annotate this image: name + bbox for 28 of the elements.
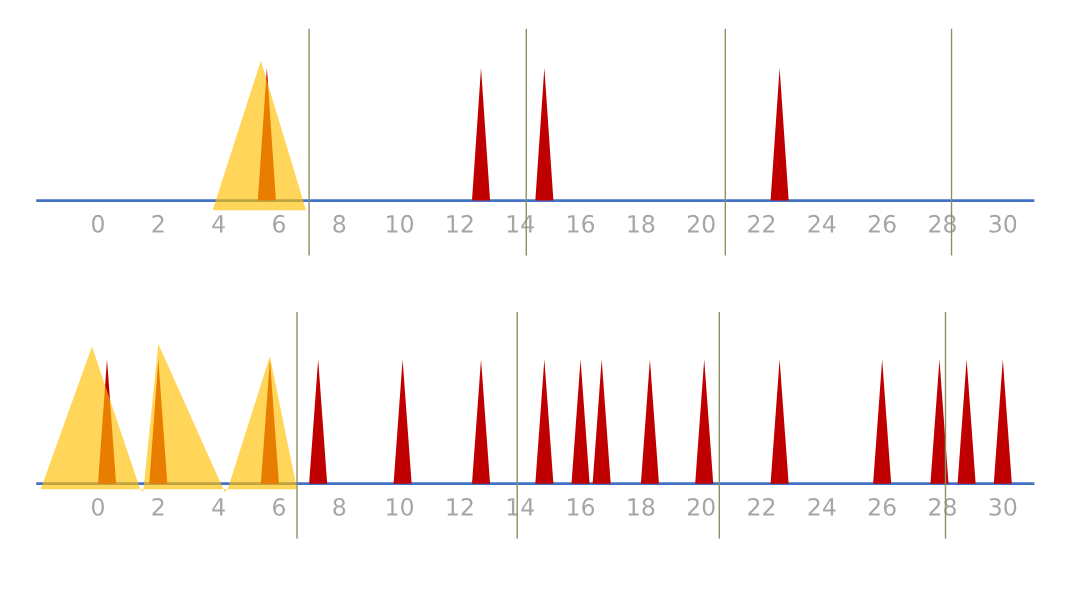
x-tick-label: 6	[273, 214, 285, 233]
x-tick-label: 10	[387, 497, 414, 516]
x-tick-label: 22	[748, 214, 775, 233]
x-tick-label: 12	[447, 497, 473, 516]
x-tick-label: 10	[387, 214, 414, 233]
x-tick-label: 16	[568, 497, 595, 516]
x-tick-label: 18	[628, 497, 655, 516]
x-tick-label: 8	[333, 214, 346, 233]
x-tick-label: 4	[212, 498, 225, 516]
x-tick-label: 0	[92, 214, 104, 233]
x-tick-label: 2	[152, 214, 164, 233]
x-tick-label: 20	[687, 214, 715, 233]
x-tick-label: 2	[152, 497, 164, 516]
x-tick-label: 24	[808, 214, 836, 233]
x-tick-label: 4	[212, 215, 225, 233]
x-tick-label: 12	[447, 214, 473, 233]
x-tick-label: 20	[687, 497, 715, 516]
x-tick-label: 26	[868, 497, 896, 516]
x-tick-label: 8	[333, 497, 346, 516]
x-tick-label: 16	[568, 214, 595, 233]
x-tick-label: 24	[808, 497, 836, 516]
x-tick-label: 26	[868, 214, 896, 233]
x-tick-label: 30	[989, 497, 1017, 516]
x-tick-label: 6	[273, 497, 285, 516]
x-tick-label: 30	[989, 214, 1017, 233]
x-tick-label: 0	[92, 497, 104, 516]
x-tick-label: 22	[748, 497, 775, 516]
x-tick-label: 18	[628, 214, 655, 233]
